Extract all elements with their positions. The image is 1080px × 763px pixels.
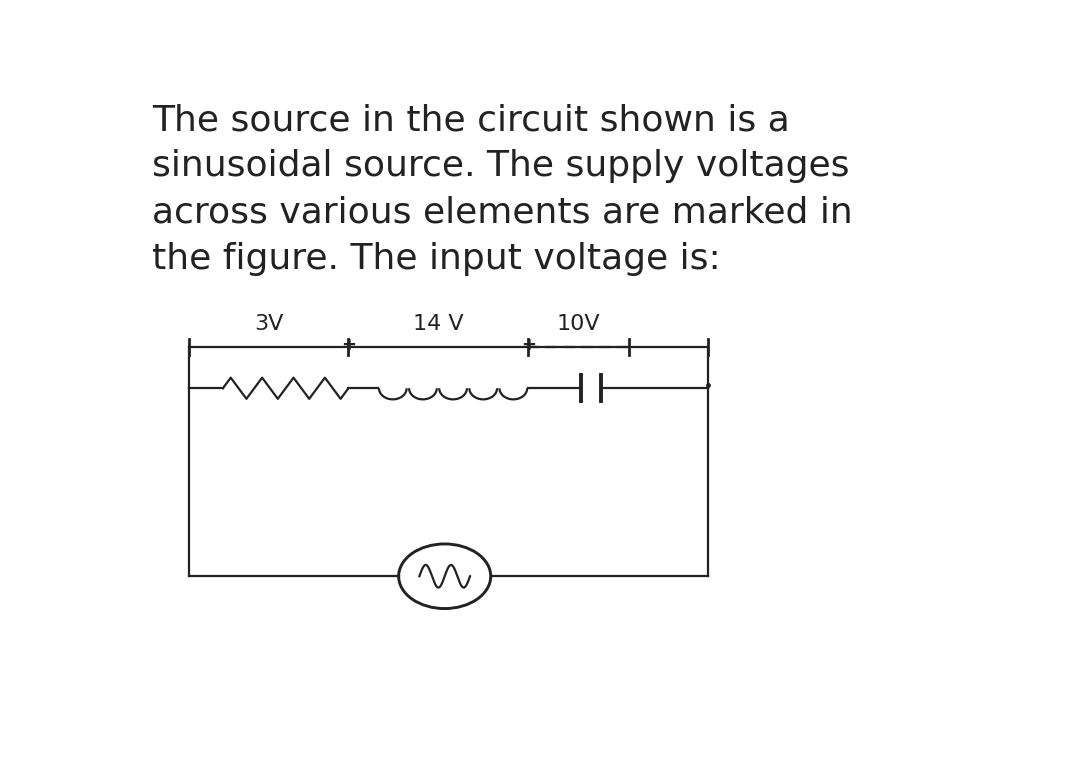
Text: 3V: 3V [254,314,284,334]
Text: +: + [521,336,536,354]
Text: 14 V: 14 V [413,314,463,334]
Text: 10V: 10V [557,314,600,334]
Text: The source in the circuit shown is a
sinusoidal source. The supply voltages
acro: The source in the circuit shown is a sin… [151,103,852,275]
Text: +: + [341,336,356,354]
